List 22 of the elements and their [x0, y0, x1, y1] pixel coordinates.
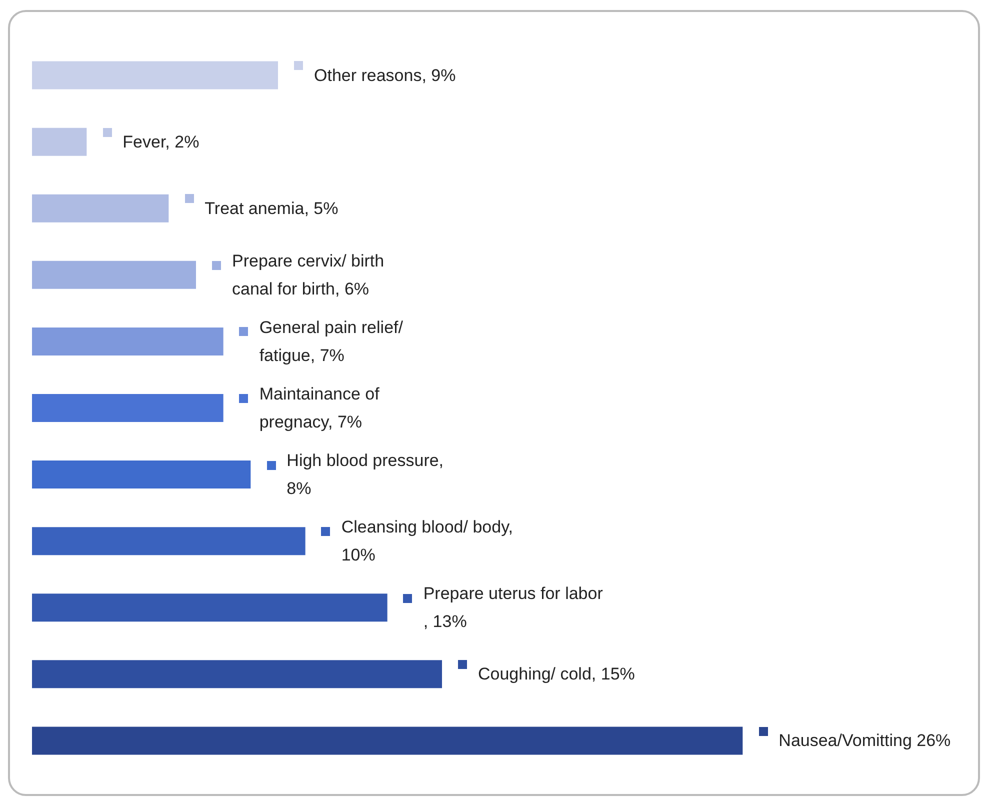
bar	[32, 194, 169, 222]
data-label: Nausea/Vomitting 26%	[778, 731, 951, 750]
bar	[32, 660, 442, 688]
data-label: Treat anemia, 5%	[204, 198, 338, 218]
bar	[32, 260, 196, 289]
bar	[32, 594, 388, 622]
bar	[32, 527, 306, 556]
bar	[32, 460, 251, 489]
data-label: Prepare cervix/ birth canal for birth, 6%	[232, 251, 389, 298]
bar	[32, 394, 224, 422]
data-label: Prepare uterus for labor, 13%	[423, 584, 604, 632]
bar	[32, 128, 87, 156]
data-label: Maintainance of pregnacy, 7%	[259, 384, 384, 432]
data-label: Coughing/ cold, 15%	[478, 664, 635, 684]
data-label: Cleansing blood/ body, 10%	[341, 518, 518, 565]
bar	[32, 61, 278, 90]
data-label: Fever, 2%	[122, 132, 200, 152]
data-label: High blood pressure, 8%	[286, 451, 448, 498]
data-label: Other reasons, 9%	[314, 66, 456, 85]
bar	[32, 726, 743, 755]
bar	[32, 327, 224, 356]
data-label: General pain relief/fatigue, 7%	[259, 318, 404, 365]
